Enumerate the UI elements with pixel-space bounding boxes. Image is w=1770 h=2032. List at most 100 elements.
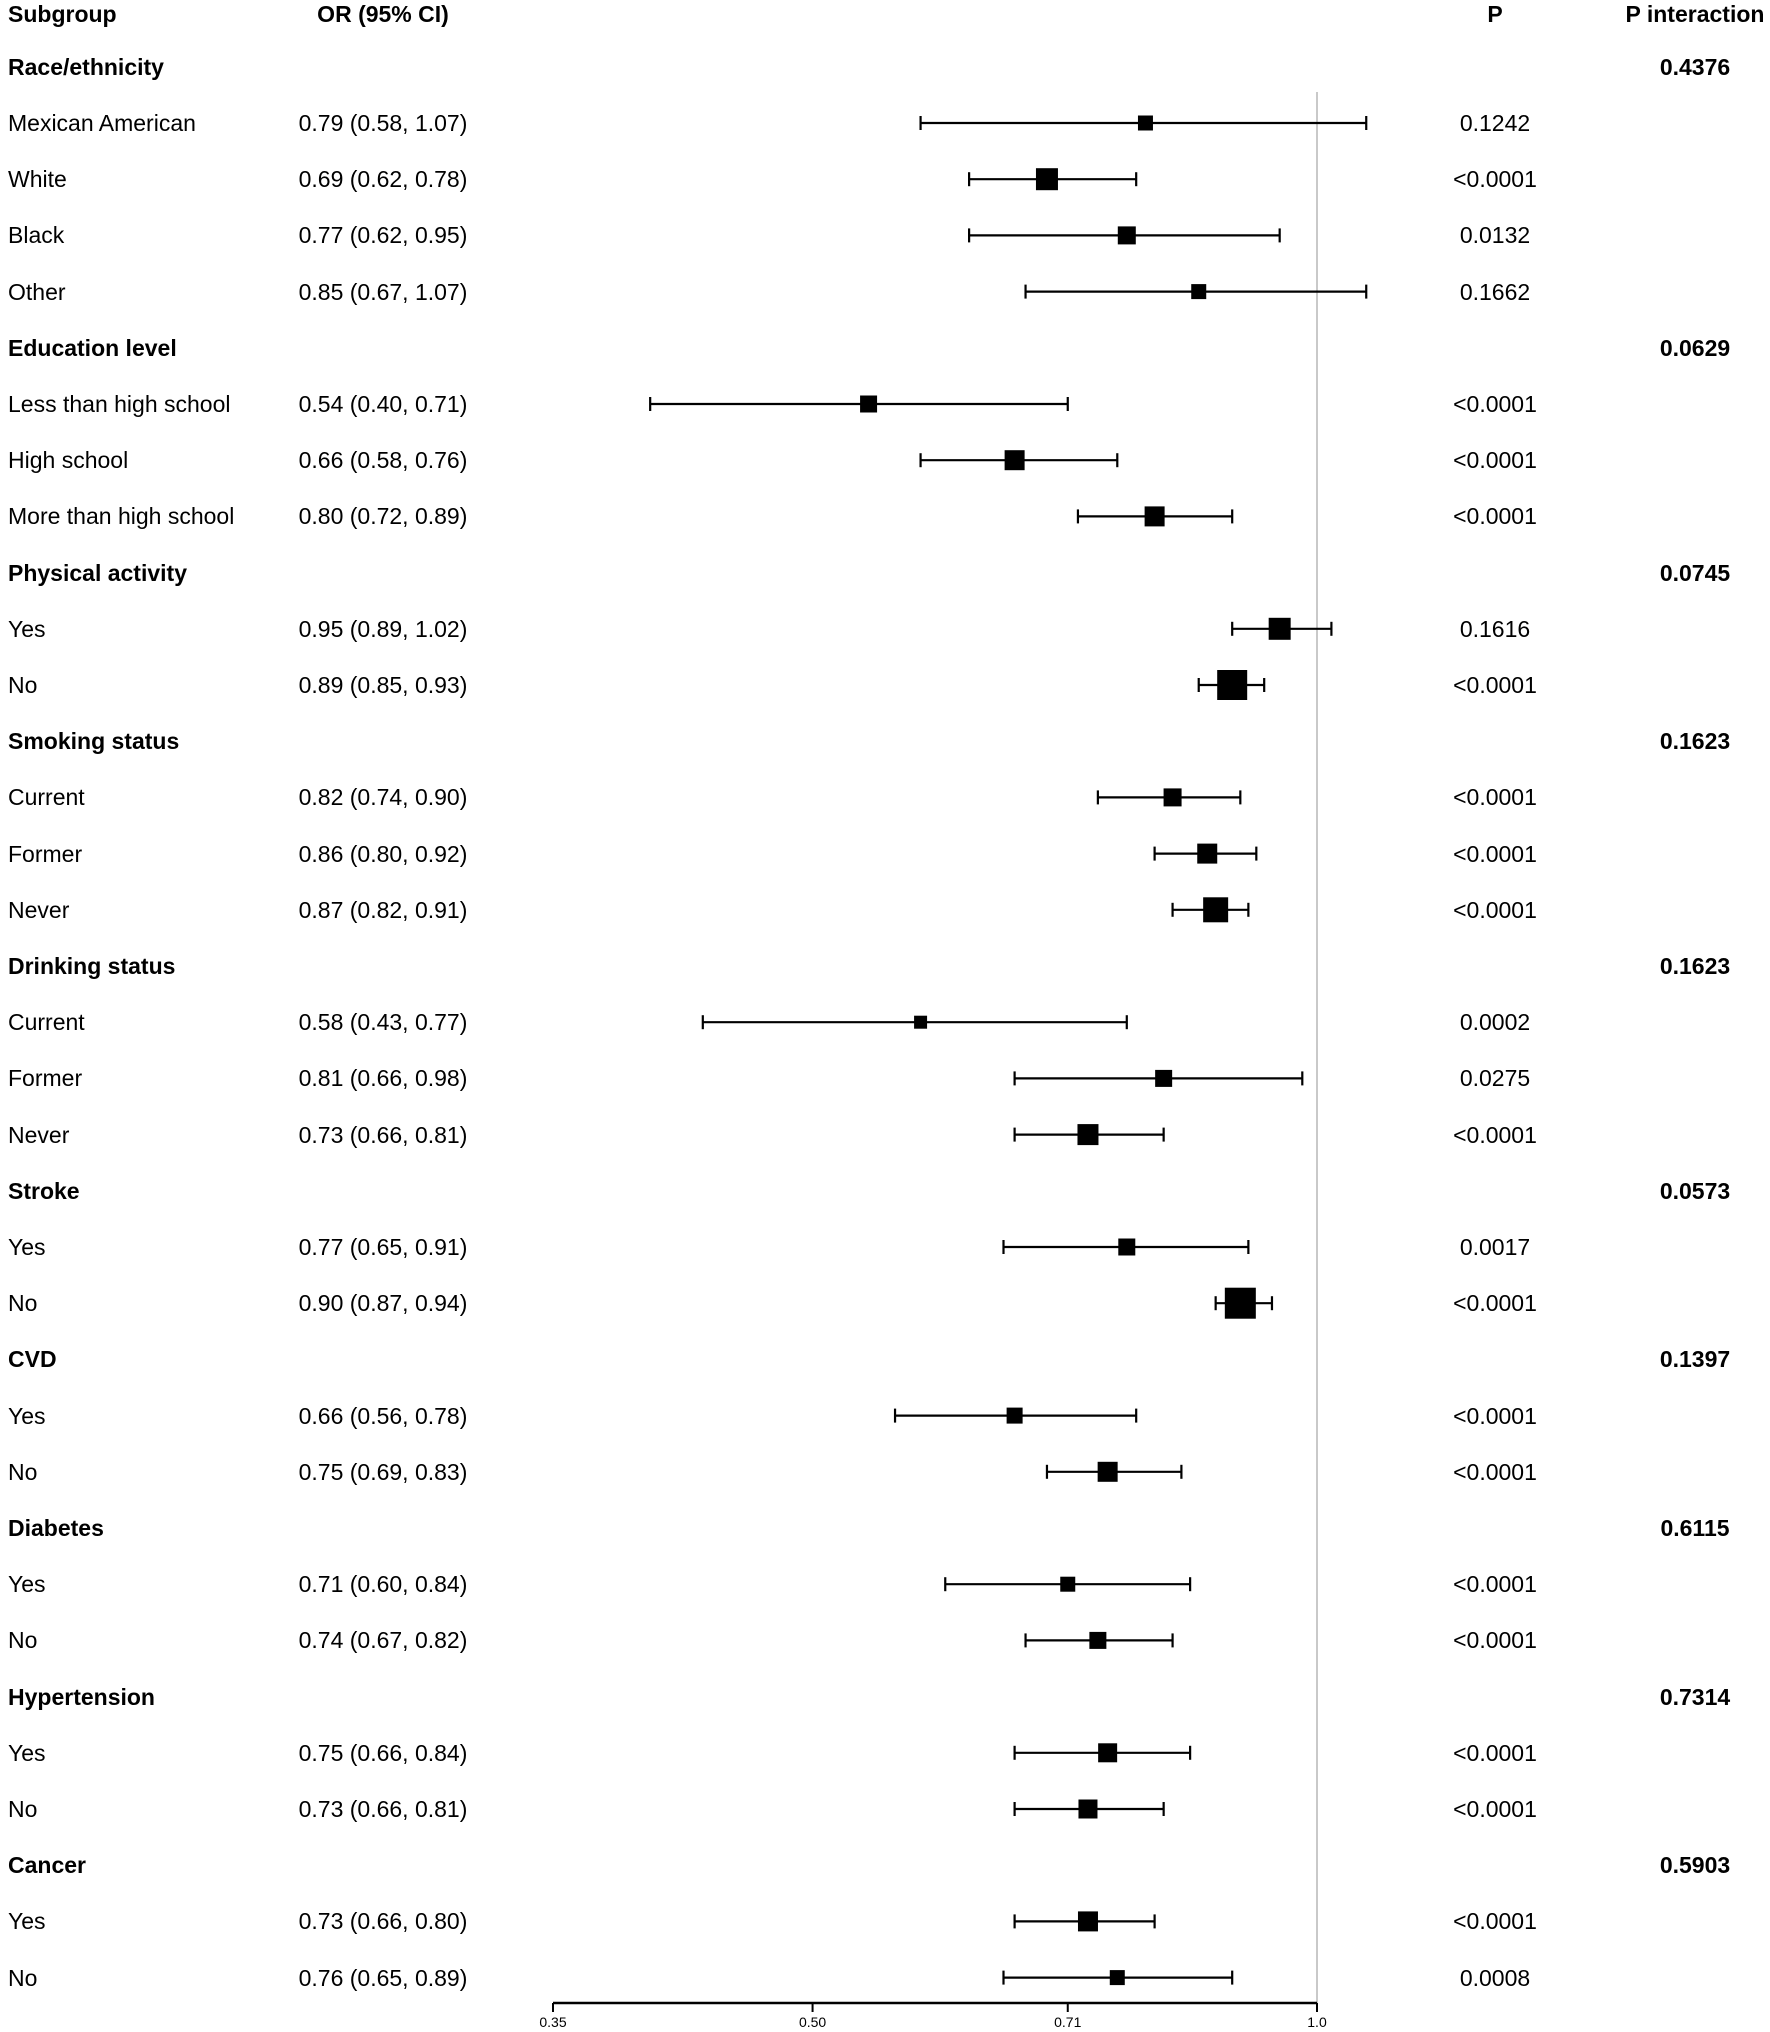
or-ci-value: 0.73 (0.66, 0.80) (298, 1908, 468, 1935)
p-value: <0.0001 (1453, 166, 1537, 193)
column-header-p: P (1487, 1, 1503, 27)
or-point-marker (914, 1015, 928, 1029)
or-point-marker (1197, 843, 1218, 864)
p-value: 0.0002 (1459, 1009, 1531, 1036)
group-label: Stroke (8, 1177, 80, 1204)
row-label: Less than high school (8, 391, 231, 417)
row-label: Former (8, 1065, 83, 1092)
or-point-marker (1035, 168, 1058, 191)
or-point-marker (1155, 1069, 1173, 1087)
or-ci-value: 0.71 (0.60, 0.84) (298, 1571, 468, 1598)
p-interaction-value: 0.0629 (1659, 334, 1731, 361)
p-value: <0.0001 (1453, 1571, 1537, 1598)
row-label: Yes (8, 1402, 46, 1429)
p-value: <0.0001 (1453, 840, 1537, 867)
p-value: <0.0001 (1453, 1458, 1537, 1485)
or-ci-value: 0.90 (0.87, 0.94) (298, 1290, 468, 1317)
p-value: 0.1662 (1459, 278, 1531, 305)
or-point-marker (1097, 1461, 1118, 1482)
or-ci-value: 0.86 (0.80, 0.92) (298, 840, 468, 867)
or-point-marker (1117, 226, 1136, 245)
row-label: No (8, 1964, 38, 1991)
row-label: Mexican American (8, 110, 196, 136)
p-value: 0.0008 (1459, 1964, 1531, 1991)
group-label: Drinking status (8, 953, 176, 979)
row-label: Former (8, 840, 83, 867)
row-label: Yes (8, 1908, 46, 1935)
group-label: CVD (8, 1346, 57, 1373)
p-value: <0.0001 (1453, 503, 1537, 530)
group-label: Education level (8, 334, 177, 361)
p-interaction-value: 0.4376 (1659, 53, 1731, 80)
or-ci-value: 0.74 (0.67, 0.82) (298, 1627, 468, 1654)
or-ci-value: 0.58 (0.43, 0.77) (298, 1009, 468, 1036)
row-label: No (8, 672, 38, 698)
or-point-marker (1078, 1799, 1098, 1819)
row-label: More than high school (8, 503, 235, 530)
row-label: No (8, 1796, 38, 1822)
p-value: 0.1242 (1459, 110, 1531, 136)
row-label: Other (8, 278, 66, 305)
group-label: Cancer (8, 1852, 86, 1879)
or-ci-value: 0.69 (0.62, 0.78) (298, 166, 468, 193)
p-value: <0.0001 (1453, 1739, 1537, 1766)
row-label: Yes (8, 615, 46, 642)
p-value: <0.0001 (1453, 1121, 1537, 1148)
p-value: <0.0001 (1453, 1402, 1537, 1429)
p-interaction-value: 0.5903 (1659, 1852, 1731, 1879)
or-point-marker (1089, 1631, 1107, 1649)
p-value: <0.0001 (1453, 784, 1537, 811)
or-point-marker (1268, 617, 1291, 640)
x-axis-tick-label: 0.50 (798, 2014, 827, 2030)
or-point-marker (860, 395, 878, 413)
or-point-marker (1109, 1970, 1125, 1986)
or-ci-value: 0.85 (0.67, 1.07) (298, 278, 468, 305)
or-ci-value: 0.79 (0.58, 1.07) (298, 110, 468, 136)
row-label: Current (8, 1009, 85, 1036)
p-value: 0.0017 (1459, 1234, 1531, 1260)
or-point-marker (1006, 1407, 1023, 1424)
or-ci-value: 0.73 (0.66, 0.81) (298, 1796, 468, 1822)
p-value: <0.0001 (1453, 672, 1537, 698)
column-header-or-ci: OR (95% CI) (317, 1, 449, 27)
or-point-marker (1077, 1911, 1098, 1932)
row-label: Yes (8, 1739, 46, 1766)
row-label: Yes (8, 1571, 46, 1598)
or-point-marker (1077, 1124, 1099, 1146)
or-point-marker (1224, 1287, 1256, 1319)
p-value: <0.0001 (1453, 1796, 1537, 1822)
or-point-marker (1203, 897, 1229, 923)
column-header-subgroup: Subgroup (8, 1, 117, 27)
or-ci-value: 0.76 (0.65, 0.89) (298, 1964, 468, 1991)
or-ci-value: 0.75 (0.66, 0.84) (298, 1739, 468, 1766)
group-label: Race/ethnicity (8, 53, 164, 80)
row-label: Current (8, 784, 85, 811)
p-interaction-value: 0.1623 (1659, 728, 1731, 755)
row-label: Never (8, 896, 70, 923)
row-label: Black (8, 222, 65, 249)
group-label: Physical activity (8, 559, 187, 586)
p-value: 0.0275 (1459, 1065, 1531, 1092)
row-label: Yes (8, 1234, 46, 1260)
p-interaction-value: 0.6115 (1660, 1515, 1730, 1541)
row-label: High school (8, 447, 129, 474)
or-ci-value: 0.54 (0.40, 0.71) (298, 391, 468, 417)
or-point-marker (1137, 115, 1153, 131)
p-interaction-value: 0.1397 (1659, 1346, 1731, 1373)
p-value: <0.0001 (1453, 1908, 1537, 1935)
p-interaction-value: 0.7314 (1659, 1683, 1731, 1710)
or-ci-value: 0.87 (0.82, 0.91) (298, 896, 468, 923)
or-ci-value: 0.95 (0.89, 1.02) (298, 615, 468, 642)
p-value: <0.0001 (1453, 391, 1537, 417)
or-ci-value: 0.75 (0.69, 0.83) (298, 1458, 468, 1485)
p-interaction-value: 0.0745 (1659, 559, 1731, 586)
or-point-marker (1191, 284, 1207, 300)
group-label: Smoking status (8, 728, 180, 755)
or-ci-value: 0.73 (0.66, 0.81) (298, 1121, 468, 1148)
row-label: No (8, 1290, 38, 1317)
or-ci-value: 0.81 (0.66, 0.98) (298, 1065, 468, 1092)
p-value: <0.0001 (1453, 1627, 1537, 1654)
x-axis-tick-label: 1.0 (1307, 2014, 1327, 2030)
